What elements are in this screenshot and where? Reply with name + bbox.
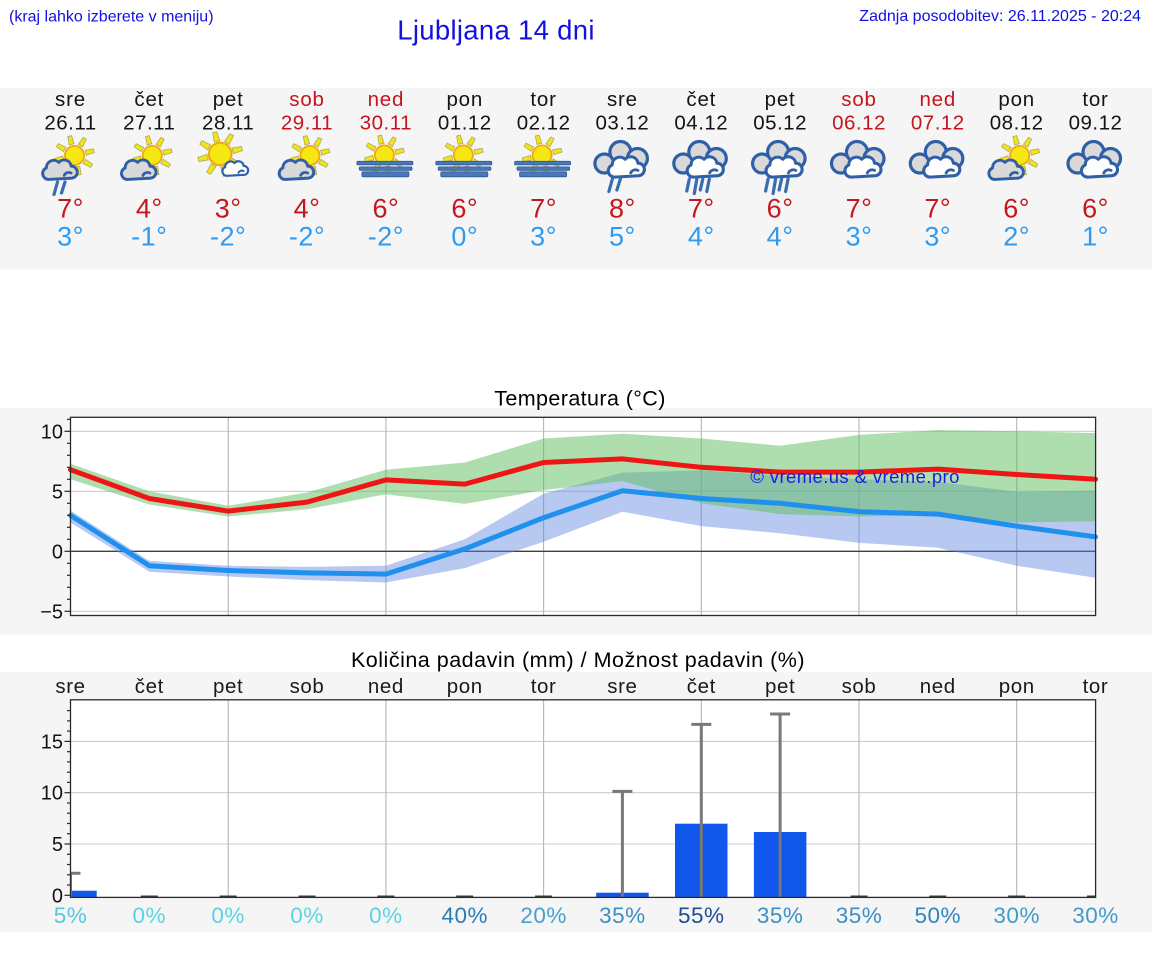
- svg-text:40%: 40%: [442, 903, 489, 928]
- svg-text:tor: tor: [1083, 675, 1109, 698]
- svg-text:02.12: 02.12: [517, 112, 571, 135]
- svg-text:26.11: 26.11: [44, 112, 96, 135]
- svg-text:0%: 0%: [211, 903, 245, 928]
- svg-text:0%: 0%: [290, 903, 324, 928]
- svg-text:30%: 30%: [993, 903, 1040, 928]
- svg-text:09.12: 09.12: [1069, 112, 1123, 135]
- svg-text:pet: pet: [213, 675, 243, 698]
- svg-text:5°: 5°: [609, 222, 636, 252]
- svg-text:7°: 7°: [846, 194, 873, 224]
- svg-text:0°: 0°: [451, 222, 478, 252]
- svg-text:6°: 6°: [767, 194, 794, 224]
- svg-text:1°: 1°: [1082, 222, 1109, 252]
- svg-text:(kraj lahko izberete v meniju): (kraj lahko izberete v meniju): [9, 9, 214, 26]
- svg-text:7°: 7°: [688, 194, 715, 224]
- svg-text:sre: sre: [607, 675, 637, 698]
- svg-text:15: 15: [41, 731, 63, 753]
- svg-text:sob: sob: [290, 675, 325, 698]
- svg-text:7°: 7°: [924, 194, 951, 224]
- svg-text:Ljubljana 14 dni: Ljubljana 14 dni: [397, 15, 594, 46]
- svg-text:0%: 0%: [133, 903, 167, 928]
- svg-text:čet: čet: [686, 88, 716, 111]
- svg-text:ned: ned: [920, 675, 956, 698]
- svg-text:28.11: 28.11: [202, 112, 254, 135]
- svg-text:4°: 4°: [294, 194, 321, 224]
- svg-text:4°: 4°: [136, 194, 163, 224]
- svg-text:0%: 0%: [369, 903, 403, 928]
- svg-text:sob: sob: [842, 675, 877, 698]
- svg-text:5: 5: [52, 481, 63, 503]
- svg-text:6°: 6°: [451, 194, 478, 224]
- svg-text:4°: 4°: [688, 222, 715, 252]
- svg-text:pon: pon: [446, 88, 483, 111]
- svg-text:sre: sre: [55, 675, 85, 698]
- svg-text:5: 5: [52, 834, 63, 856]
- svg-text:3°: 3°: [215, 194, 242, 224]
- svg-text:© vreme.us & vreme.pro: © vreme.us & vreme.pro: [750, 466, 960, 487]
- svg-text:tor: tor: [530, 88, 556, 111]
- svg-text:−5: −5: [40, 601, 63, 623]
- svg-text:30%: 30%: [1072, 903, 1119, 928]
- svg-text:sre: sre: [607, 88, 638, 111]
- svg-text:pon: pon: [447, 675, 483, 698]
- svg-text:03.12: 03.12: [595, 112, 649, 135]
- svg-text:01.12: 01.12: [438, 112, 492, 135]
- svg-text:tor: tor: [1082, 88, 1108, 111]
- svg-text:Temperatura (°C): Temperatura (°C): [494, 387, 666, 411]
- svg-text:pon: pon: [998, 88, 1035, 111]
- svg-text:7°: 7°: [57, 194, 84, 224]
- svg-text:3°: 3°: [924, 222, 951, 252]
- svg-text:10: 10: [41, 783, 63, 805]
- svg-text:pet: pet: [765, 675, 795, 698]
- svg-text:čet: čet: [134, 88, 164, 111]
- svg-text:4°: 4°: [767, 222, 794, 252]
- svg-text:06.12: 06.12: [832, 112, 886, 135]
- svg-text:-2°: -2°: [289, 222, 325, 252]
- svg-text:08.12: 08.12: [990, 112, 1044, 135]
- svg-text:sre: sre: [55, 88, 86, 111]
- svg-text:05.12: 05.12: [753, 112, 807, 135]
- svg-text:2°: 2°: [1003, 222, 1030, 252]
- svg-text:10: 10: [41, 421, 63, 443]
- svg-text:07.12: 07.12: [911, 112, 965, 135]
- svg-text:5%: 5%: [54, 903, 88, 928]
- svg-text:7°: 7°: [530, 194, 557, 224]
- svg-text:Zadnja posodobitev: 26.11.2025: Zadnja posodobitev: 26.11.2025 - 20:24: [859, 8, 1141, 25]
- svg-text:35%: 35%: [836, 903, 883, 928]
- svg-text:29.11: 29.11: [281, 112, 333, 135]
- svg-text:sob: sob: [841, 88, 876, 111]
- svg-text:pet: pet: [765, 88, 796, 111]
- svg-text:-2°: -2°: [368, 222, 404, 252]
- svg-text:ned: ned: [919, 88, 956, 111]
- svg-text:3°: 3°: [846, 222, 873, 252]
- svg-text:55%: 55%: [678, 903, 725, 928]
- svg-text:30.11: 30.11: [360, 112, 412, 135]
- svg-text:tor: tor: [531, 675, 557, 698]
- svg-text:20%: 20%: [520, 903, 567, 928]
- svg-text:čet: čet: [687, 675, 716, 698]
- svg-text:8°: 8°: [609, 194, 636, 224]
- svg-text:35%: 35%: [599, 903, 646, 928]
- svg-text:-1°: -1°: [131, 222, 167, 252]
- svg-text:0: 0: [52, 541, 63, 563]
- svg-text:27.11: 27.11: [123, 112, 175, 135]
- svg-text:6°: 6°: [1003, 194, 1030, 224]
- svg-text:0: 0: [52, 885, 63, 907]
- svg-text:-2°: -2°: [210, 222, 246, 252]
- svg-text:35%: 35%: [757, 903, 804, 928]
- svg-text:6°: 6°: [1082, 194, 1109, 224]
- svg-text:3°: 3°: [530, 222, 557, 252]
- svg-text:6°: 6°: [372, 194, 399, 224]
- svg-text:čet: čet: [135, 675, 164, 698]
- svg-text:ned: ned: [368, 88, 405, 111]
- svg-text:sob: sob: [289, 88, 324, 111]
- svg-text:Količina padavin (mm) / Možnos: Količina padavin (mm) / Možnost padavin …: [351, 648, 805, 672]
- svg-text:50%: 50%: [915, 903, 962, 928]
- svg-text:04.12: 04.12: [674, 112, 728, 135]
- svg-text:3°: 3°: [57, 222, 84, 252]
- svg-text:ned: ned: [368, 675, 404, 698]
- svg-text:pet: pet: [213, 88, 244, 111]
- svg-text:pon: pon: [999, 675, 1035, 698]
